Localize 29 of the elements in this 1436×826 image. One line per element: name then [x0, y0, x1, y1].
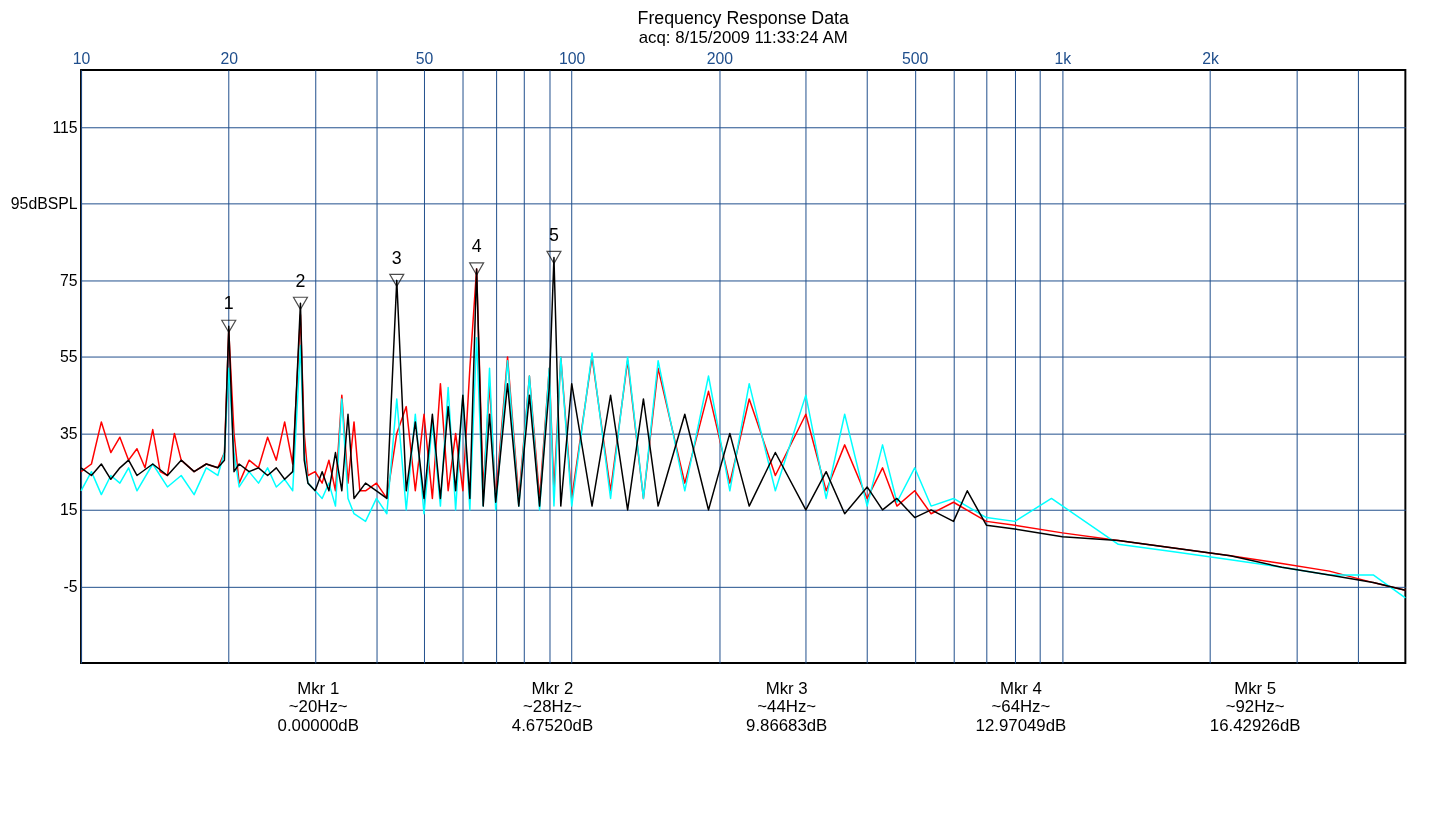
x-tick-label: 500: [902, 49, 929, 67]
annotation: 3: [391, 247, 402, 268]
x-tick-label: 20: [220, 49, 239, 67]
y-tick-label: 55: [60, 348, 78, 366]
annotation: 4: [471, 236, 482, 257]
point: [292, 296, 309, 310]
annotation: 2: [295, 270, 306, 291]
text: Mkr 1 ~20Hz~ 0.00000dB: [277, 678, 359, 736]
x-tick-label: 50: [415, 49, 434, 67]
chart-subtitle: acq: 8/15/2009 11:33:24 AM: [638, 28, 848, 48]
x-tick-label: 1k: [1054, 49, 1072, 67]
point: [221, 319, 237, 333]
point: [469, 262, 485, 276]
text: Mkr 5 ~92Hz~ 16.42926dB: [1209, 678, 1301, 736]
x-tick-label: 2k: [1202, 49, 1220, 67]
x-tick-label: 10: [72, 49, 91, 67]
chart-title: Frequency Response Data: [637, 7, 849, 28]
y-tick-label: 115: [52, 118, 78, 136]
text: Mkr 2 ~28Hz~ 4.67520dB: [511, 678, 594, 736]
x-tick-label: 100: [559, 49, 586, 67]
annotation: 5: [549, 224, 559, 245]
x-tick-label: 200: [706, 49, 734, 67]
text: Mkr 3 ~44Hz~ 9.86683dB: [746, 678, 828, 736]
y-tick-label: 95dBSPL: [10, 195, 78, 213]
y-tick-label: 75: [60, 271, 78, 289]
text: Mkr 4 ~64Hz~ 12.97049dB: [975, 678, 1067, 736]
y-tick-label: 15: [60, 501, 78, 519]
y-tick-label: -5: [63, 577, 78, 595]
y-tick-label: 35: [60, 424, 78, 442]
